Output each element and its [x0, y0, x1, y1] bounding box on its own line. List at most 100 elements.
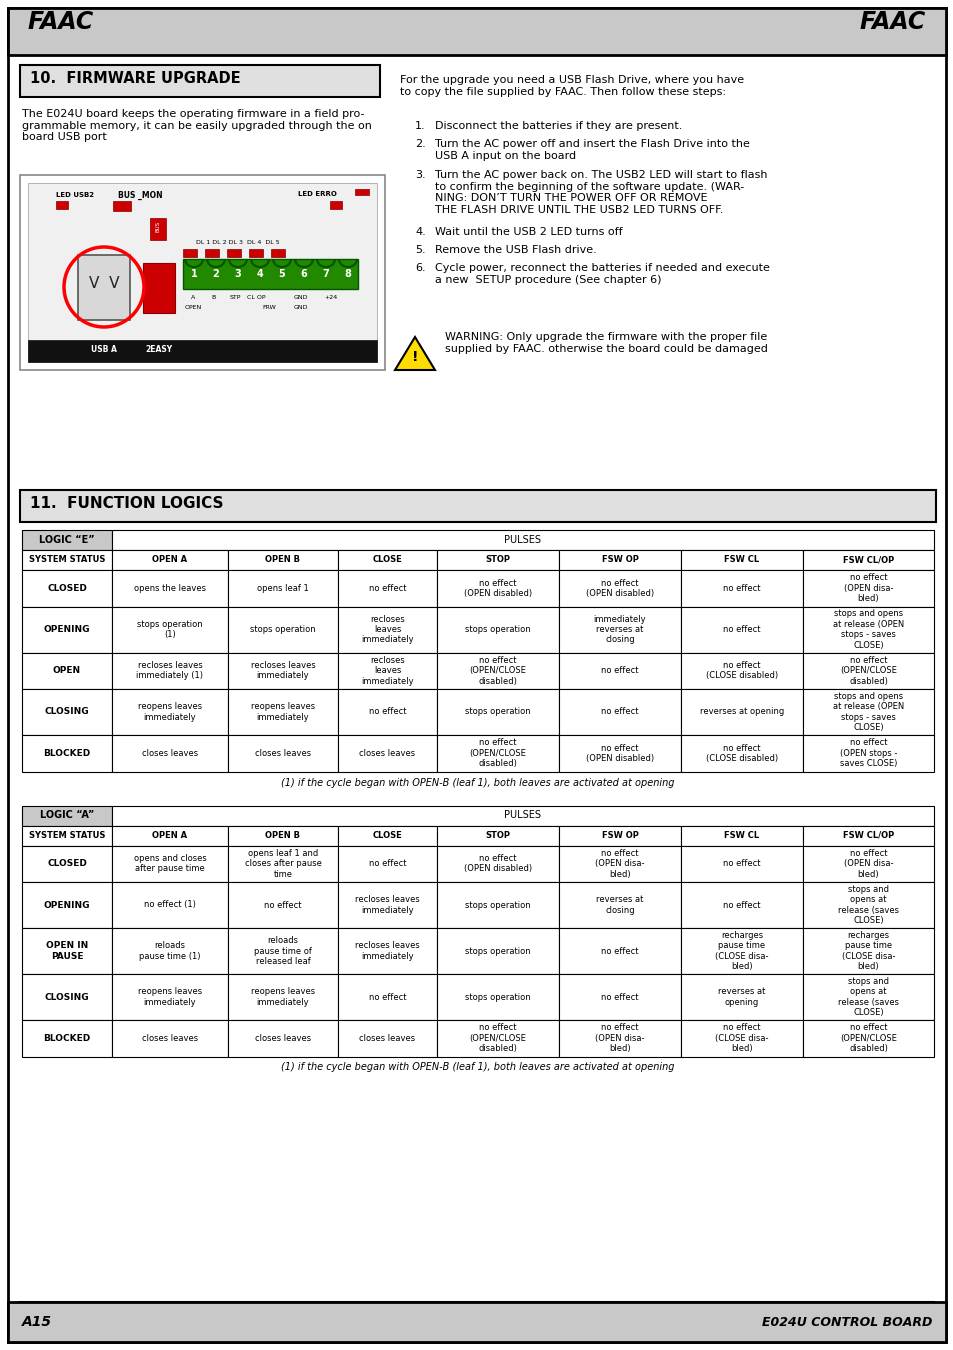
Text: no effect: no effect: [369, 859, 406, 868]
Text: B: B: [212, 296, 216, 300]
Text: recharges
pause time
(CLOSE disa-
bled): recharges pause time (CLOSE disa- bled): [841, 931, 894, 971]
Bar: [22, 570, 112, 606]
Text: !: !: [412, 350, 417, 365]
Bar: [337, 927, 436, 973]
Text: OPEN A: OPEN A: [152, 832, 188, 840]
Bar: [271, 248, 285, 256]
Bar: [228, 570, 337, 606]
Bar: [436, 734, 558, 771]
Text: recloses leaves
immediately (1): recloses leaves immediately (1): [136, 662, 203, 680]
Bar: [337, 549, 436, 570]
Bar: [802, 549, 933, 570]
Text: OPEN: OPEN: [52, 667, 81, 675]
Bar: [802, 845, 933, 882]
Bar: [112, 845, 228, 882]
Text: reopens leaves
immediately: reopens leaves immediately: [251, 987, 314, 1007]
Bar: [558, 688, 680, 734]
Text: 4: 4: [256, 269, 263, 279]
Bar: [22, 734, 112, 771]
Text: GND: GND: [294, 305, 308, 310]
Bar: [112, 806, 933, 825]
Text: FSW CL/OP: FSW CL/OP: [842, 555, 893, 564]
Text: reloads
pause time of
released leaf: reloads pause time of released leaf: [253, 936, 312, 965]
Text: no effect
(OPEN disabled): no effect (OPEN disabled): [585, 579, 654, 598]
Text: 2.: 2.: [415, 139, 425, 148]
Text: CL OP: CL OP: [247, 296, 265, 300]
Text: 4.: 4.: [415, 227, 425, 238]
Bar: [227, 248, 241, 256]
Text: no effect
(OPEN disa-
bled): no effect (OPEN disa- bled): [595, 1023, 644, 1053]
Bar: [22, 688, 112, 734]
Text: STOP: STOP: [485, 555, 510, 564]
Bar: [680, 570, 802, 606]
Bar: [22, 606, 112, 652]
Bar: [337, 825, 436, 845]
Text: Turn the AC power off and insert the Flash Drive into the
USB A input on the boa: Turn the AC power off and insert the Fla…: [435, 139, 749, 161]
Bar: [802, 652, 933, 688]
Bar: [680, 882, 802, 927]
Text: no effect
(OPEN/CLOSE
disabled): no effect (OPEN/CLOSE disabled): [840, 1023, 896, 1053]
Text: closes leaves: closes leaves: [142, 749, 198, 757]
Bar: [112, 734, 228, 771]
Text: Turn the AC power back on. The USB2 LED will start to flash
to confirm the begin: Turn the AC power back on. The USB2 LED …: [435, 170, 767, 215]
Bar: [680, 927, 802, 973]
Bar: [558, 549, 680, 570]
Bar: [680, 652, 802, 688]
Bar: [436, 845, 558, 882]
Bar: [436, 606, 558, 652]
Bar: [22, 882, 112, 927]
Text: stops and opens
at release (OPEN
stops - saves
CLOSE): stops and opens at release (OPEN stops -…: [832, 609, 903, 649]
Text: no effect
(OPEN disabled): no effect (OPEN disabled): [585, 744, 654, 763]
Text: no effect
(CLOSE disa-
bled): no effect (CLOSE disa- bled): [715, 1023, 768, 1053]
Text: no effect: no effect: [600, 667, 639, 675]
Text: E024U CONTROL BOARD: E024U CONTROL BOARD: [760, 1315, 931, 1328]
Text: OPEN B: OPEN B: [265, 555, 300, 564]
Text: 1: 1: [191, 269, 197, 279]
Text: closes leaves: closes leaves: [254, 749, 311, 757]
Polygon shape: [395, 338, 435, 370]
Bar: [337, 845, 436, 882]
Bar: [558, 882, 680, 927]
Bar: [330, 201, 341, 209]
Text: no effect: no effect: [722, 900, 760, 910]
Text: stops operation
(1): stops operation (1): [137, 620, 203, 639]
Bar: [112, 688, 228, 734]
Bar: [8, 1301, 945, 1342]
Bar: [802, 606, 933, 652]
Bar: [558, 845, 680, 882]
Text: CLOSE: CLOSE: [373, 832, 402, 840]
Text: DL 1 DL 2 DL 3  DL 4  DL 5: DL 1 DL 2 DL 3 DL 4 DL 5: [196, 240, 279, 246]
Bar: [802, 882, 933, 927]
Text: no effect
(OPEN/CLOSE
disabled): no effect (OPEN/CLOSE disabled): [469, 738, 526, 768]
Text: no effect: no effect: [722, 859, 760, 868]
Text: Remove the USB Flash drive.: Remove the USB Flash drive.: [435, 244, 597, 255]
Text: BLOCKED: BLOCKED: [43, 1034, 91, 1042]
Bar: [22, 973, 112, 1021]
Bar: [337, 973, 436, 1021]
Text: LED ERRO: LED ERRO: [297, 190, 336, 197]
Text: reopens leaves
immediately: reopens leaves immediately: [138, 987, 202, 1007]
Text: FSW CL: FSW CL: [723, 555, 759, 564]
Text: no effect
(CLOSE disabled): no effect (CLOSE disabled): [705, 744, 778, 763]
Bar: [337, 652, 436, 688]
Bar: [112, 882, 228, 927]
Bar: [558, 570, 680, 606]
Text: SYSTEM STATUS: SYSTEM STATUS: [29, 555, 105, 564]
Text: SYSTEM STATUS: SYSTEM STATUS: [29, 832, 105, 840]
Text: recloses
leaves
immediately: recloses leaves immediately: [361, 656, 414, 686]
Text: stops and
opens at
release (saves
CLOSE): stops and opens at release (saves CLOSE): [837, 884, 898, 925]
Text: 10.  FIRMWARE UPGRADE: 10. FIRMWARE UPGRADE: [30, 72, 240, 86]
Text: stops operation: stops operation: [465, 625, 530, 634]
Text: The E024U board keeps the operating firmware in a field pro-
grammable memory, i: The E024U board keeps the operating firm…: [22, 109, 372, 142]
Bar: [337, 734, 436, 771]
Text: OPEN: OPEN: [184, 305, 201, 310]
Bar: [112, 570, 228, 606]
Bar: [802, 734, 933, 771]
Text: reloads
pause time (1): reloads pause time (1): [139, 941, 200, 961]
Bar: [355, 189, 369, 194]
Bar: [22, 652, 112, 688]
Bar: [28, 184, 376, 362]
Text: LOGIC “A”: LOGIC “A”: [40, 810, 94, 821]
Text: stops and
opens at
release (saves
CLOSE): stops and opens at release (saves CLOSE): [837, 977, 898, 1017]
Bar: [436, 549, 558, 570]
